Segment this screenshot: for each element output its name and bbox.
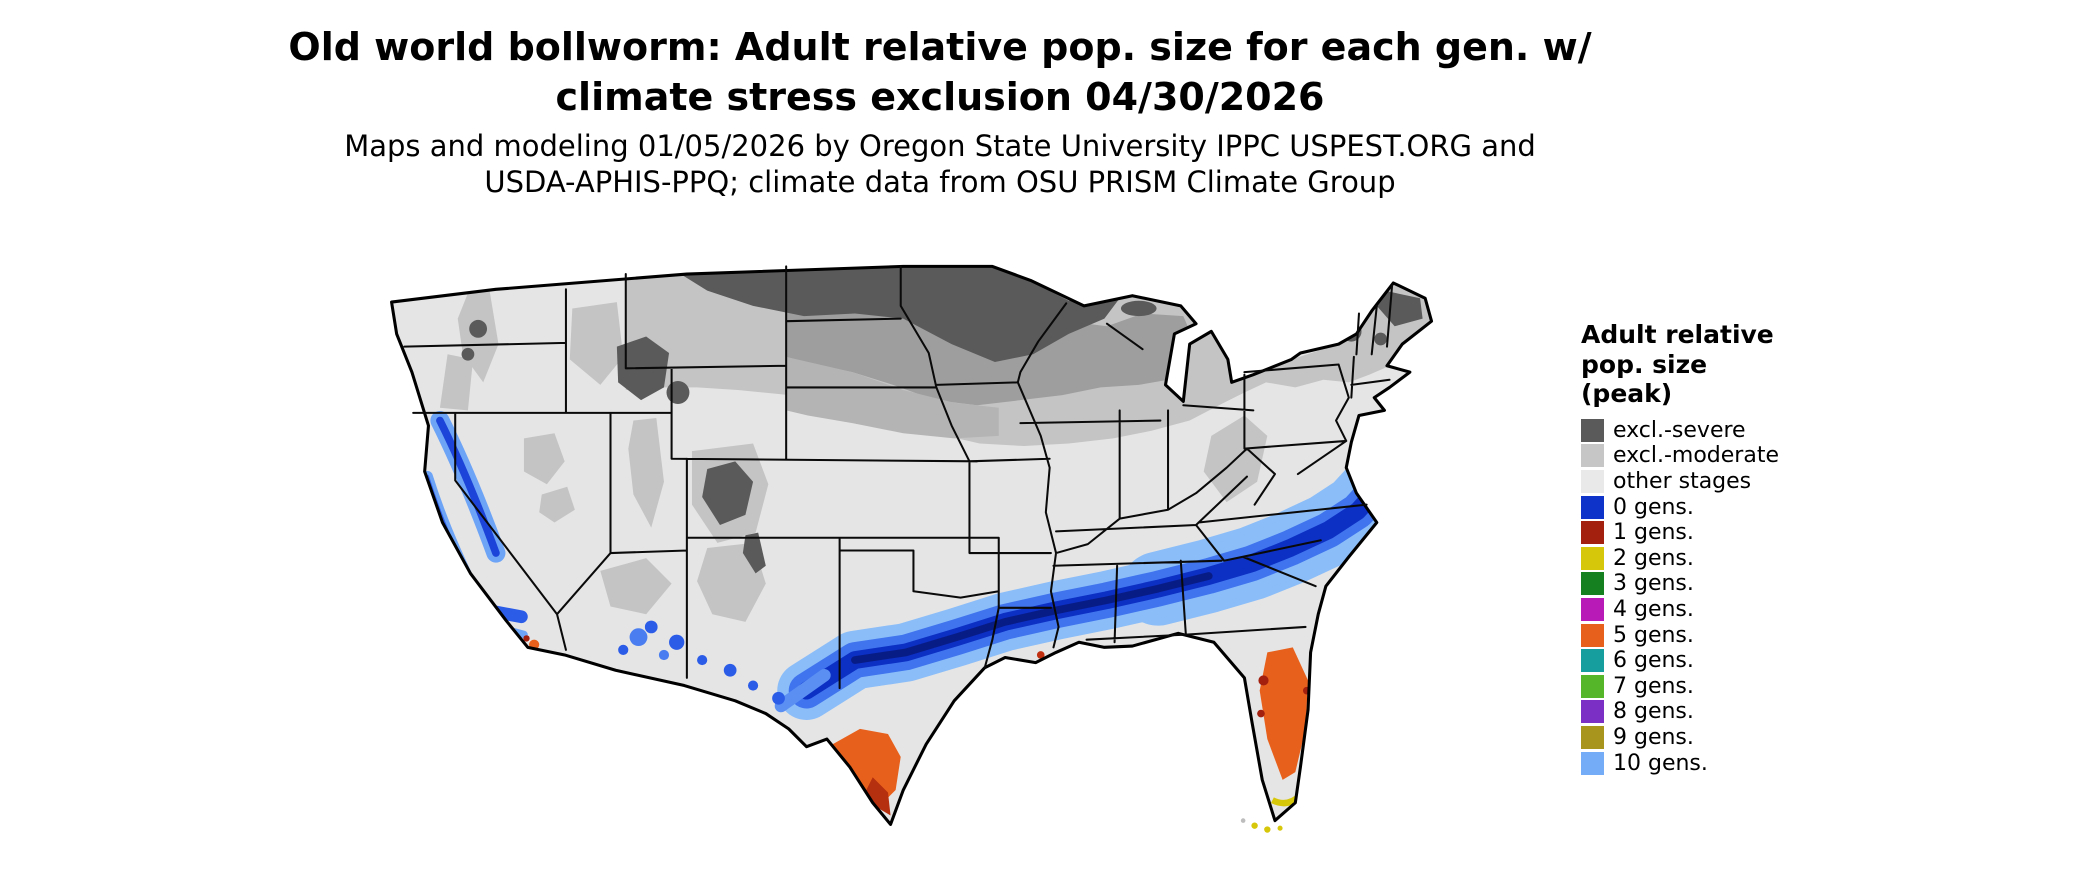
map-attribution: Maps and modeling 01/05/2026 by Oregon S…: [0, 128, 1880, 201]
legend-label: 7 gens.: [1613, 673, 1694, 699]
legend-item: 1 gens.: [1581, 520, 1941, 546]
legend-swatch: [1581, 444, 1604, 468]
legend-title-line-3: (peak): [1581, 379, 1673, 408]
legend-swatch: [1581, 418, 1604, 442]
legend-title-line-1: Adult relative: [1581, 320, 1774, 349]
legend-label: excl.-severe: [1613, 417, 1746, 443]
legend-title-line-2: pop. size: [1581, 349, 1708, 379]
legend-label: 4 gens.: [1613, 596, 1694, 622]
legend-swatch: [1581, 623, 1604, 647]
legend-swatch: [1581, 674, 1604, 698]
legend-label: 0 gens.: [1613, 494, 1694, 520]
legend-label: 9 gens.: [1613, 724, 1694, 750]
legend-item: excl.-severe: [1581, 418, 1941, 444]
legend-label: 8 gens.: [1613, 699, 1694, 725]
legend-label: 2 gens.: [1613, 545, 1694, 571]
legend-swatch: [1581, 597, 1604, 621]
legend-item: 9 gens.: [1581, 725, 1941, 751]
map-overlay-warm-zones: [523, 635, 1311, 816]
legend-swatch: [1581, 572, 1604, 596]
state-boundaries: [403, 265, 1394, 690]
legend-label: 3 gens.: [1613, 571, 1694, 597]
legend: Adult relative pop. size (peak) excl.-se…: [1581, 320, 1941, 776]
us-map: [390, 264, 1434, 833]
legend-swatch: [1581, 469, 1604, 493]
legend-title: Adult relative pop. size (peak): [1581, 320, 1941, 409]
legend-swatch: [1581, 521, 1604, 545]
map-overlay-zero-gens-band: [774, 458, 1409, 720]
title-line-1: Old world bollworm: Adult relative pop. …: [288, 25, 1592, 69]
legend-item: 8 gens.: [1581, 699, 1941, 725]
florida-keys: [1240, 818, 1283, 833]
legend-label: 1 gens.: [1613, 520, 1694, 546]
us-outline: [390, 264, 1434, 826]
legend-swatch: [1581, 751, 1604, 775]
legend-swatch: [1581, 649, 1604, 673]
title-line-2: climate stress exclusion 04/30/2026: [555, 75, 1325, 120]
legend-label: 6 gens.: [1613, 648, 1694, 674]
legend-items: excl.-severe excl.-moderate other stages 0 …: [1581, 418, 1941, 776]
legend-swatch: [1581, 546, 1604, 570]
subtitle-line-1: Maps and modeling 01/05/2026 by Oregon S…: [344, 129, 1536, 163]
legend-item: excl.-moderate: [1581, 443, 1941, 469]
subtitle-line-2: USDA-APHIS-PPQ; climate data from OSU PR…: [484, 165, 1396, 200]
legend-swatch: [1581, 725, 1604, 749]
legend-swatch: [1581, 700, 1604, 724]
legend-label: excl.-moderate: [1613, 443, 1779, 469]
legend-label: 10 gens.: [1613, 750, 1708, 776]
legend-item: other stages: [1581, 469, 1941, 495]
map-overlay-blue-spots: [618, 620, 785, 705]
legend-item: 0 gens.: [1581, 494, 1941, 520]
legend-item: 10 gens.: [1581, 750, 1941, 776]
legend-label: 5 gens.: [1613, 622, 1694, 648]
legend-item: 3 gens.: [1581, 571, 1941, 597]
legend-item: 4 gens.: [1581, 597, 1941, 623]
legend-item: 6 gens.: [1581, 648, 1941, 674]
legend-item: 2 gens.: [1581, 545, 1941, 571]
legend-item: 5 gens.: [1581, 622, 1941, 648]
page-title: Old world bollworm: Adult relative pop. …: [0, 22, 1880, 122]
legend-item: 7 gens.: [1581, 673, 1941, 699]
legend-label: other stages: [1613, 468, 1752, 494]
legend-swatch: [1581, 495, 1604, 519]
